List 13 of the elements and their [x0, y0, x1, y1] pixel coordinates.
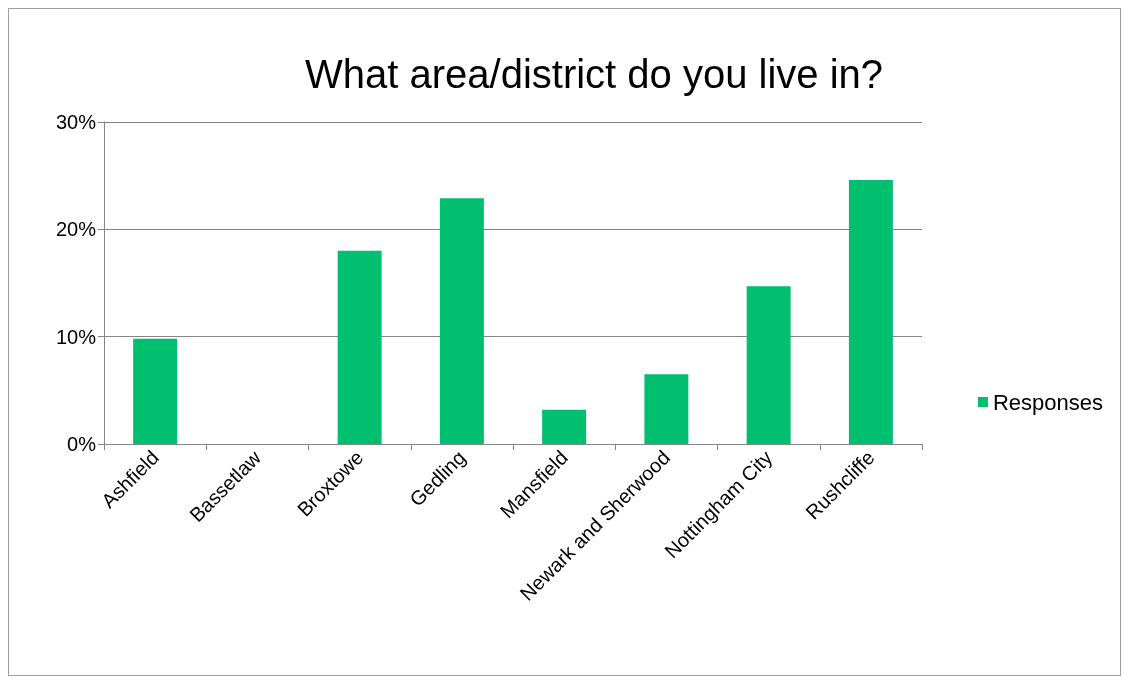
bar — [133, 338, 178, 444]
bar — [439, 198, 484, 444]
legend-label: Responses — [992, 389, 1104, 415]
bar — [337, 250, 382, 444]
y-tick-label: 10% — [55, 325, 97, 348]
bar — [542, 409, 587, 444]
y-tick-label: 20% — [55, 218, 97, 241]
chart-title: What area/district do you live in? — [304, 52, 884, 96]
bar — [746, 286, 791, 444]
bar — [644, 374, 689, 444]
bar — [848, 179, 893, 444]
y-tick-label: 0% — [67, 433, 97, 455]
y-tick-label: 30% — [55, 111, 97, 133]
